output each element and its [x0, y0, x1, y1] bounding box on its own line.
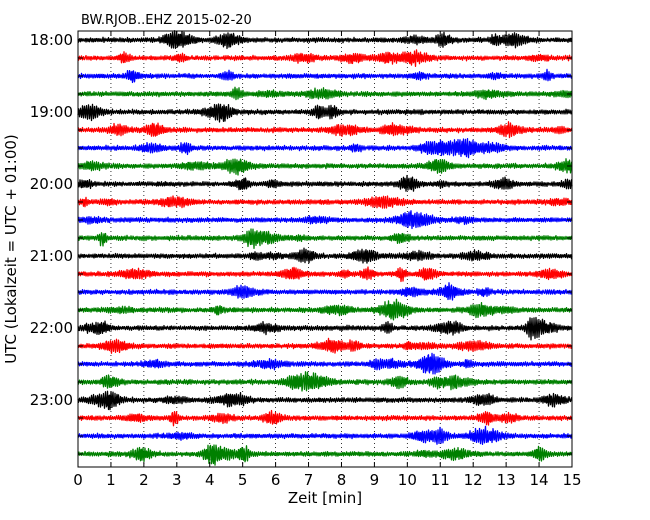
trace-2245 [77, 371, 573, 392]
x-tick-label: 3 [172, 471, 182, 489]
y-tick-label: 21:00 [30, 247, 73, 265]
x-tick-label: 2 [139, 471, 149, 489]
x-tick-label: 1 [106, 471, 116, 489]
trace-1845 [77, 86, 573, 101]
trace-2145 [77, 298, 573, 321]
x-tick-label: 15 [562, 471, 581, 489]
trace-2200 [77, 316, 573, 341]
x-tick-label: 9 [370, 471, 380, 489]
trace-2030 [77, 210, 573, 230]
y-axis-label: UTC (Lokalzeit = UTC + 01:00) [2, 134, 20, 364]
trace-2230 [77, 352, 573, 375]
trace-2330 [77, 425, 573, 445]
plot-frame [77, 30, 573, 468]
trace-2000 [77, 174, 573, 192]
x-tick-label: 11 [431, 471, 450, 489]
x-tick-label: 7 [304, 471, 314, 489]
trace-1945 [77, 158, 573, 176]
x-axis-label: Zeit [min] [288, 489, 362, 507]
trace-2015 [77, 195, 573, 209]
x-tick-label: 8 [337, 471, 347, 489]
grid-lines [110, 31, 540, 467]
trace-2345 [77, 444, 573, 466]
y-tick-label: 20:00 [30, 175, 73, 193]
y-tick-label: 22:00 [30, 319, 73, 337]
trace-2300 [77, 390, 573, 411]
y-tick-label: 23:00 [30, 391, 73, 409]
chart-title: BW.RJOB..EHZ 2015-02-20 [81, 13, 252, 28]
trace-1930 [77, 138, 573, 159]
trace-1815 [77, 49, 573, 68]
y-tick-label: 19:00 [30, 103, 73, 121]
trace-2045 [77, 228, 573, 249]
x-tick-label: 13 [497, 471, 516, 489]
trace-2315 [77, 409, 573, 427]
trace-2215 [77, 337, 573, 354]
x-tick-label: 12 [464, 471, 483, 489]
x-tick-label: 6 [271, 471, 281, 489]
trace-2130 [77, 282, 573, 301]
x-tick-label: 5 [238, 471, 248, 489]
y-axis-ticks: 18:00 19:00 20:00 21:00 22:00 23:00 [30, 31, 572, 455]
x-axis-ticks: 0 1 2 3 4 5 6 7 8 9 10 11 12 13 14 15 [73, 31, 582, 489]
x-tick-label: 4 [205, 471, 215, 489]
x-tick-label: 14 [530, 471, 549, 489]
y-tick-label: 18:00 [30, 31, 73, 49]
x-tick-label: 10 [398, 471, 417, 489]
trace-1900 [77, 103, 573, 123]
x-tick-label: 0 [73, 471, 83, 489]
trace-1800 [77, 30, 573, 50]
trace-2100 [77, 247, 573, 264]
trace-2115 [77, 266, 573, 283]
trace-1830 [77, 68, 573, 84]
seismogram-traces [77, 30, 573, 466]
trace-1915 [77, 121, 573, 139]
